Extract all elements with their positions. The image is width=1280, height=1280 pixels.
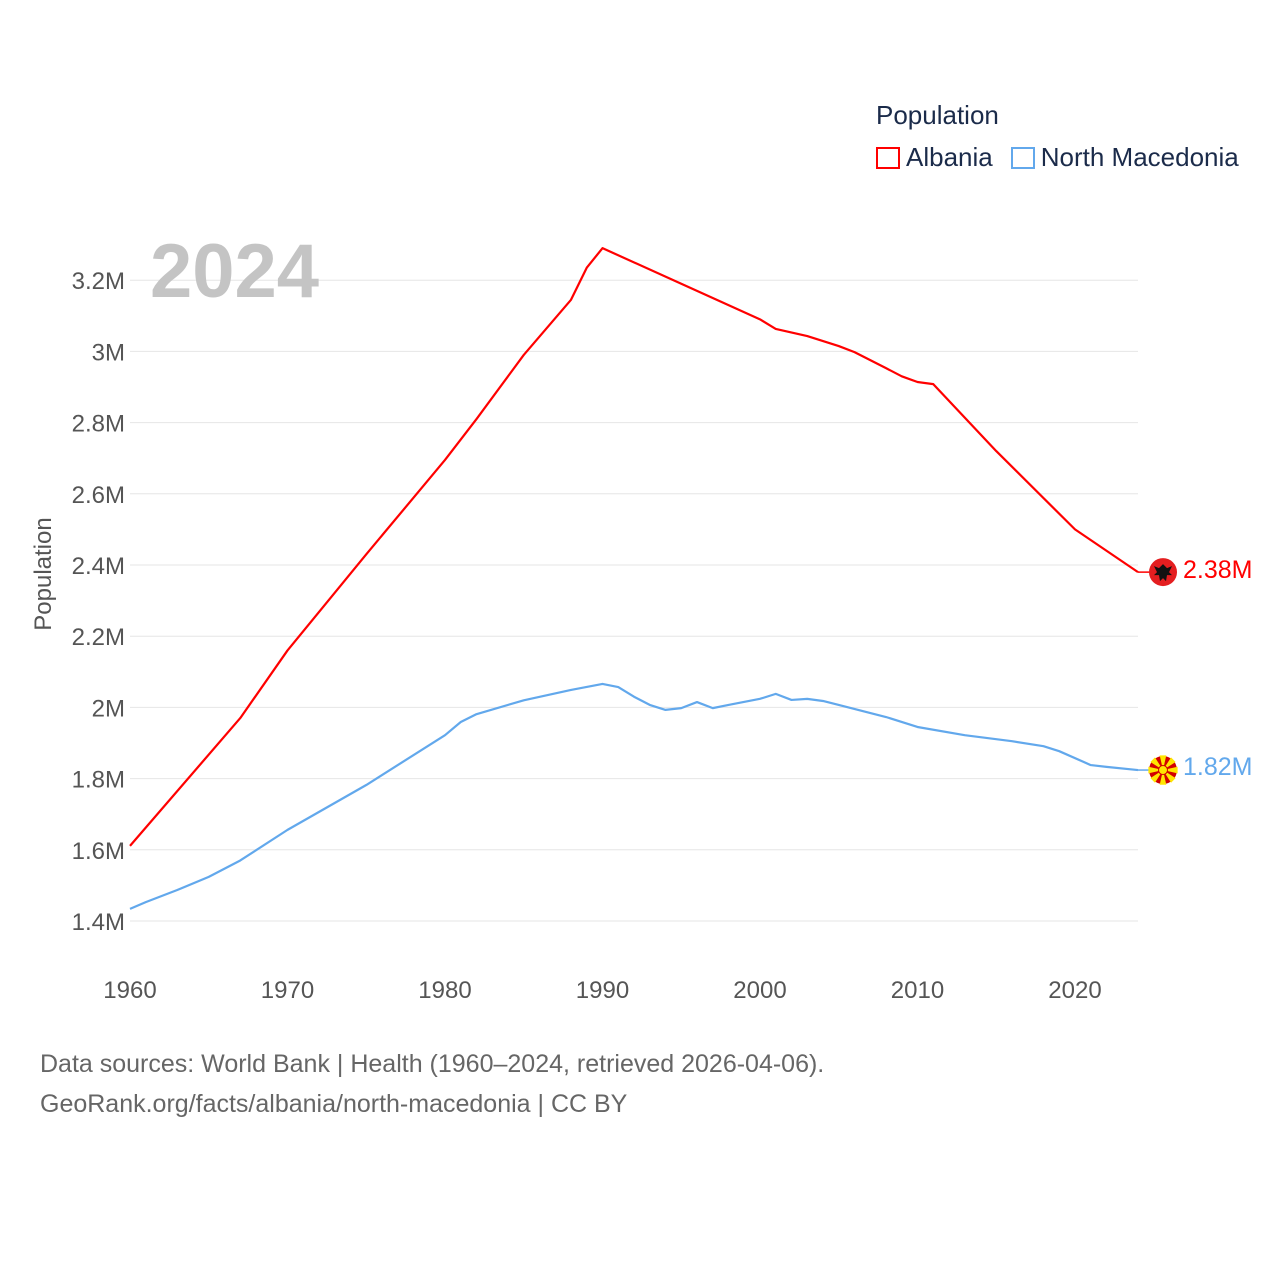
series-line-north-macedonia <box>129 682 1139 910</box>
legend-title: Population <box>876 100 999 130</box>
series-line-albania <box>129 247 1139 847</box>
y-tick-label: 2.2M <box>72 624 125 651</box>
legend-swatch-albania <box>876 146 900 169</box>
sun-ray <box>1159 770 1167 785</box>
current-year-label: 2024 <box>150 229 320 314</box>
sun-ray <box>1163 766 1178 774</box>
footer: Data sources: World Bank | Health (1960–… <box>40 1044 824 1124</box>
legend: Albania North Macedonia <box>876 142 1239 173</box>
y-tick-label: 2.8M <box>72 411 125 438</box>
x-tick-label: 1980 <box>418 977 471 1004</box>
y-tick-label: 1.8M <box>72 767 125 794</box>
legend-item-albania[interactable]: Albania <box>876 142 993 173</box>
sun-disc <box>1158 765 1168 776</box>
x-tick-label: 2010 <box>891 977 944 1004</box>
y-tick-label: 2M <box>92 695 125 722</box>
legend-item-north-macedonia[interactable]: North Macedonia <box>1010 142 1239 173</box>
footer-attribution[interactable]: GeoRank.org/facts/albania/north-macedoni… <box>40 1090 628 1118</box>
y-axis-label: Population <box>30 517 57 631</box>
sun-ray <box>1148 766 1163 774</box>
y-tick-label: 3M <box>92 339 125 366</box>
y-tick-label: 1.4M <box>72 909 125 936</box>
x-tick-label: 1970 <box>261 977 314 1004</box>
x-tick-label: 1990 <box>576 977 629 1004</box>
y-tick-label: 1.6M <box>72 838 125 865</box>
footer-sources: Data sources: World Bank | Health (1960–… <box>40 1050 825 1078</box>
eagle-icon <box>1154 564 1172 582</box>
legend-label-albania: Albania <box>906 142 993 172</box>
y-tick-label: 2.4M <box>72 553 125 580</box>
end-label-north-macedonia: 1.82M <box>1183 753 1253 781</box>
y-tick-label: 3.2M <box>72 268 125 295</box>
x-tick-label: 2020 <box>1048 977 1101 1004</box>
legend-swatch-north-macedonia <box>1010 146 1035 169</box>
legend-label-north-macedonia: North Macedonia <box>1040 142 1239 172</box>
sun-ray <box>1159 755 1167 771</box>
x-tick-label: 2000 <box>733 977 786 1004</box>
x-tick-label: 1960 <box>103 977 156 1004</box>
y-tick-label: 2.6M <box>72 482 125 509</box>
end-label-albania: 2.38M <box>1183 556 1253 584</box>
